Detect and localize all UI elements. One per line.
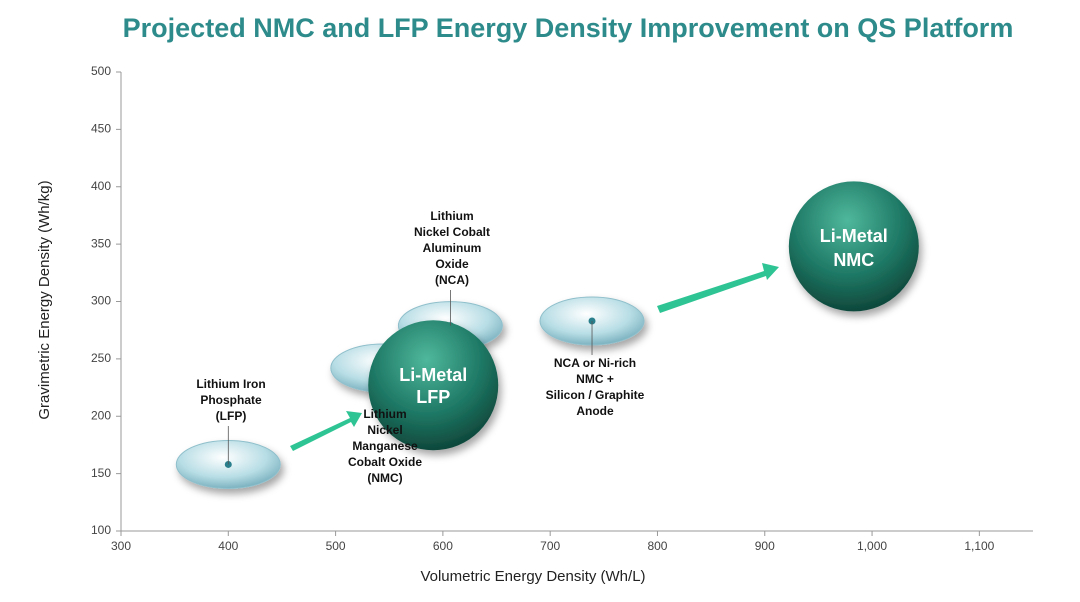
bubble-label: LFP bbox=[416, 387, 450, 407]
point-label: (LFP) bbox=[216, 409, 247, 423]
y-tick-label: 150 bbox=[91, 466, 111, 480]
y-tick-label: 450 bbox=[91, 122, 111, 136]
point-label: Nickel bbox=[367, 423, 402, 437]
arrow bbox=[290, 411, 362, 451]
x-tick-label: 500 bbox=[326, 539, 346, 553]
x-tick-label: 400 bbox=[218, 539, 238, 553]
bubble bbox=[368, 320, 499, 451]
point-label: Oxide bbox=[435, 257, 469, 271]
bubble bbox=[788, 181, 919, 312]
point-label: (NMC) bbox=[367, 471, 402, 485]
y-tick-label: 250 bbox=[91, 351, 111, 365]
point-label: Lithium bbox=[363, 407, 406, 421]
y-tick-label: 500 bbox=[91, 64, 111, 78]
y-tick-label: 350 bbox=[91, 236, 111, 250]
point-label: Lithium Iron bbox=[196, 377, 265, 391]
point-label: NMC + bbox=[576, 372, 614, 386]
y-tick-label: 100 bbox=[91, 523, 111, 537]
point-label: Aluminum bbox=[423, 241, 482, 255]
y-tick-label: 400 bbox=[91, 179, 111, 193]
x-tick-label: 1,100 bbox=[964, 539, 994, 553]
point-label: Nickel Cobalt bbox=[414, 225, 490, 239]
x-tick-label: 600 bbox=[433, 539, 453, 553]
bubble-label: NMC bbox=[833, 250, 874, 270]
y-tick-label: 300 bbox=[91, 294, 111, 308]
point-label: Cobalt Oxide bbox=[348, 455, 422, 469]
x-tick-label: 1,000 bbox=[857, 539, 887, 553]
bubble-label: Li-Metal bbox=[820, 226, 888, 246]
x-tick-label: 800 bbox=[647, 539, 667, 553]
point-label: Silicon / Graphite bbox=[546, 388, 645, 402]
arrow bbox=[657, 263, 779, 313]
point-label: NCA or Ni-rich bbox=[554, 356, 636, 370]
point-label: Lithium bbox=[430, 209, 473, 223]
x-tick-label: 900 bbox=[755, 539, 775, 553]
point-label: Phosphate bbox=[200, 393, 262, 407]
point-label: Anode bbox=[576, 404, 614, 418]
point-label: (NCA) bbox=[435, 273, 469, 287]
x-tick-label: 300 bbox=[111, 539, 131, 553]
x-axis-label: Volumetric Energy Density (Wh/L) bbox=[420, 568, 645, 585]
y-axis-label: Gravimetric Energy Density (Wh/kg) bbox=[36, 180, 53, 419]
chart-title: Projected NMC and LFP Energy Density Imp… bbox=[123, 13, 1014, 43]
bubble-label: Li-Metal bbox=[399, 365, 467, 385]
y-tick-label: 200 bbox=[91, 408, 111, 422]
point-label: Manganese bbox=[352, 439, 418, 453]
x-tick-label: 700 bbox=[540, 539, 560, 553]
